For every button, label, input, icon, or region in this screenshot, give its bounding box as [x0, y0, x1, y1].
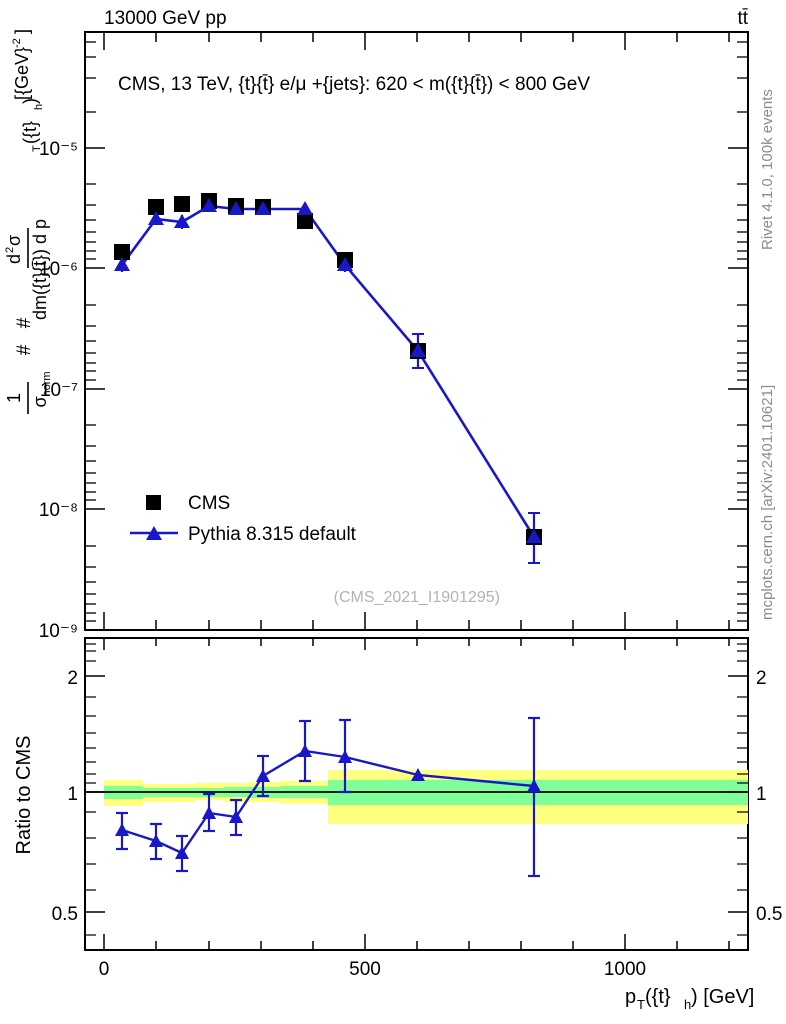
ylabel-hash2: # — [14, 317, 35, 328]
ylabel-fraction-two: d 2 σ dm({t}{t̄}) d p — [4, 219, 50, 320]
legend-marker-cms — [146, 495, 161, 510]
xaxis-label-close: ) [GeV] — [691, 986, 754, 1008]
main-ytick-1e-9: 10⁻⁹ — [39, 621, 78, 642]
xaxis-label-sub-h: h — [684, 997, 691, 1012]
ratio-xaxis-ticks — [103, 638, 730, 950]
analysis-id-watermark: (CMS_2021_I1901295) — [334, 589, 500, 606]
svg-text:#: # — [14, 344, 35, 355]
mc-line-pythia — [120, 204, 536, 538]
main-ytick-1e-6: 10⁻⁶ — [39, 259, 78, 280]
xtick-label-500: 500 — [349, 959, 381, 980]
header-right-label: tt̄ — [737, 8, 748, 29]
legend-label-pythia: Pythia 8.315 default — [188, 524, 357, 545]
ylabel-num-sigma: σ — [4, 235, 24, 246]
xaxis-label-rest: ({t} — [645, 986, 671, 1008]
xaxis-label: p T ({t} h ) [GeV] — [625, 986, 754, 1012]
mcplots-reference-note: mcplots.cern.ch [arXiv:2401.10621] — [759, 385, 776, 620]
ylabel-den-dm: dm({t}{t̄}) d p — [30, 219, 50, 320]
ylabel-num-1: 1 — [4, 393, 24, 403]
ylabel-den-sub-h: h — [33, 104, 45, 110]
main-yaxis-minor-ticks — [85, 41, 748, 622]
ylabel-units-close: ] — [12, 29, 32, 34]
ratio-line-pythia — [121, 749, 535, 855]
main-panel-title: CMS, 13 TeV, {t}{t̄} e/μ +{jets}: 620 < … — [118, 74, 590, 95]
ratio-ytick-1-right: 1 — [756, 784, 767, 805]
ylabel-fraction-one: 1 σ norm — [4, 371, 53, 414]
ratio-yaxis-label: Ratio to CMS — [13, 736, 35, 855]
ratio-ytick-1-left: 1 — [67, 784, 78, 805]
rivet-version-note: Rivet 4.1.0, 100k events — [759, 89, 776, 250]
ylabel-den-close: ) — [20, 98, 40, 104]
main-ytick-1e-8: 10⁻⁸ — [39, 500, 78, 521]
ratio-ytick-05-left: 0.5 — [52, 904, 78, 925]
main-xaxis-ticks — [103, 32, 730, 630]
ylabel-hash1: # — [14, 344, 35, 355]
ylabel-units-open: [{GeV} — [12, 47, 32, 100]
ylabel-units: [{GeV} -2 ] — [11, 29, 32, 100]
xaxis-label-p: p — [625, 986, 636, 1008]
legend-label-cms: CMS — [188, 493, 230, 514]
ratio-errorbars — [116, 716, 540, 878]
ylabel-units-sup: -2 — [11, 38, 23, 48]
main-yaxis-label: # — [14, 344, 35, 355]
main-panel-frame — [84, 31, 749, 631]
xaxis-label-sub-T: T — [637, 997, 645, 1012]
ratio-points-pythia — [115, 744, 541, 859]
main-ytick-1e-5: 10⁻⁵ — [39, 139, 78, 160]
mc-errorbars — [120, 200, 540, 564]
ratio-yaxis-minor-ticks — [85, 643, 748, 936]
ratio-ytick-2-left: 2 — [67, 668, 78, 689]
data-points-cms — [114, 193, 542, 545]
xtick-label-1000: 1000 — [604, 959, 646, 980]
legend-marker-pythia — [146, 526, 162, 540]
main-ytick-1e-7: 10⁻⁷ — [40, 380, 78, 401]
xtick-label-0: 0 — [99, 959, 110, 980]
main-yaxis-ticks — [85, 147, 748, 631]
ratio-yaxis-ticks — [85, 675, 748, 913]
ylabel-hash2-group: # — [14, 317, 35, 328]
ylabel-num-sup2: 2 — [4, 247, 16, 253]
ylabel-den-sub-T: T — [31, 145, 43, 152]
ratio-ytick-2-right: 2 — [756, 668, 767, 689]
data-points-pythia — [114, 198, 542, 543]
ylabel-den-rest: ({t} — [20, 121, 40, 144]
ratio-ytick-05-right: 0.5 — [756, 904, 782, 925]
ylabel-num-d: d — [4, 254, 24, 264]
ylabel-den-sub-norm: norm — [41, 371, 53, 396]
ylabel-den-sigma: σ — [30, 396, 50, 407]
legend: CMS Pythia 8.315 default — [130, 493, 357, 545]
ylabel-den-tail: T ({t} h ) — [20, 98, 45, 152]
header-left-label: 13000 GeV pp — [104, 8, 227, 29]
